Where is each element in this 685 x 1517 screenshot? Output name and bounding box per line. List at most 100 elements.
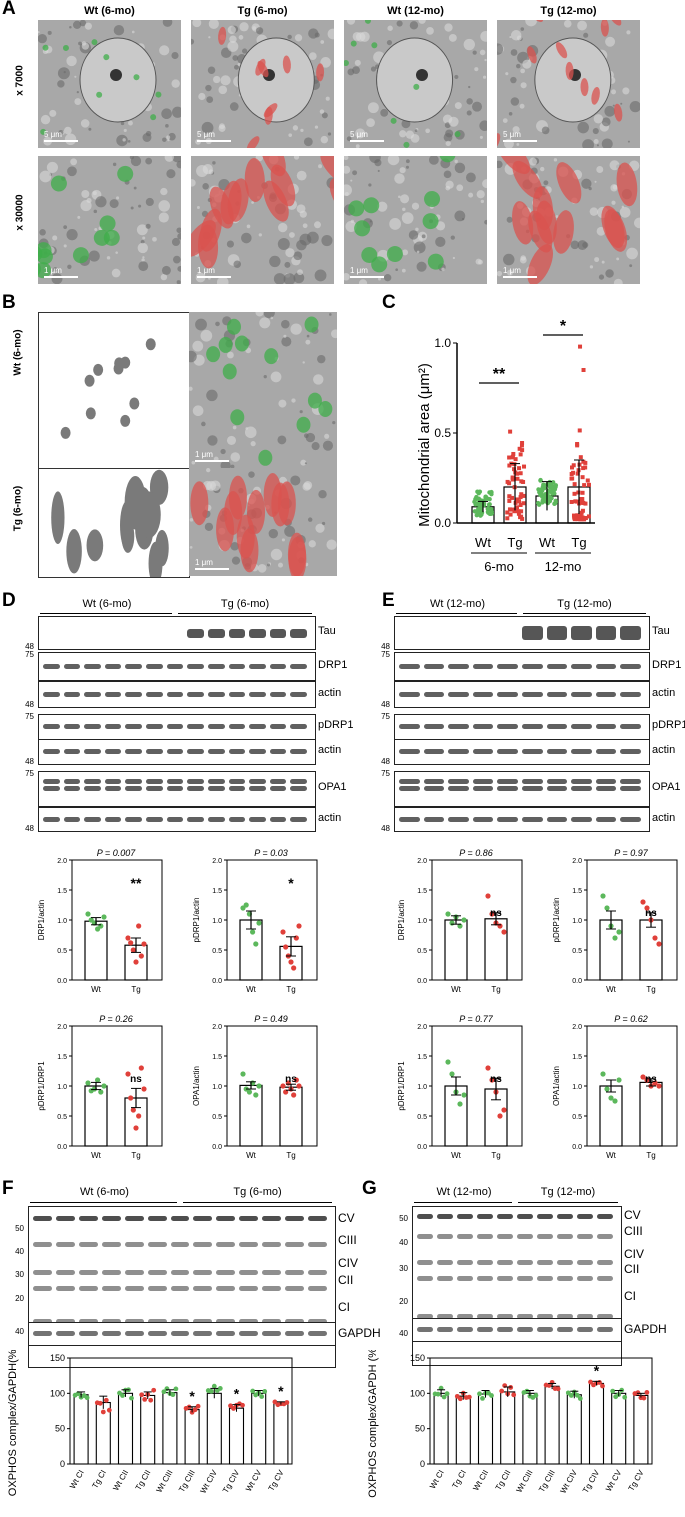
chart-c-age-6mo: 6-mo [484,559,514,574]
f-band [78,1216,98,1221]
chart-xlabel: Wt [606,985,617,994]
chart-point [85,1080,91,1086]
e-band [595,626,617,640]
chart-point [501,1107,507,1113]
g-gapdh-label: GAPDH [624,1322,667,1336]
chart-tick-label: 1.0 [57,918,67,925]
chart-point [644,905,650,911]
chart-point [652,1080,658,1086]
e-band [595,816,617,822]
chart-tick-label: 1.5 [417,888,427,895]
chart-c-point [582,483,587,488]
g-band [537,1314,553,1319]
g-complex-label-ciii: CIII [624,1224,643,1238]
d-band [269,724,287,729]
em-texture [38,156,181,284]
chart-tick-label: 0.5 [57,948,67,955]
g-band [577,1260,593,1265]
chart-point [253,941,259,947]
chart-point [293,1077,299,1083]
g-complex-label-civ: CIV [624,1247,645,1261]
panel-label-e: E [382,590,395,611]
panel-a-row-label-2: x 30000 [14,194,26,231]
chart-c-point [580,475,585,480]
f-gapdh-blot [28,1322,336,1346]
e-band [620,724,641,729]
chart-tick-label: 0.0 [212,978,222,985]
chart-tick-label: 1.0 [417,918,427,925]
chart-c-point [489,511,495,516]
chart-ylabel: pDRP1/actin [552,898,561,943]
g-gapdh-blot [412,1318,622,1342]
g-oxphos-blot [412,1206,622,1366]
d-band [146,749,163,754]
chart-point [130,1107,136,1113]
d-band [290,724,307,729]
scale-bar-line [350,276,384,278]
e-band [448,786,469,791]
chart-tick-label: 0.0 [572,978,582,985]
chart-tick-label: 1.5 [572,888,582,895]
chart-xlabel: Wt CII [111,1469,130,1493]
chart-c-point [576,490,581,495]
d-band [125,749,143,754]
e-band [620,626,641,640]
chart-c-point [580,497,585,502]
chart-point [280,1083,286,1089]
d-band [187,816,204,822]
chart-point [499,1388,505,1394]
chart-d1: P = 0.007 DRP1/actin 0.0 0.5 1.0 1.5 2.0 Wt Tg ** [37,848,163,994]
chart-c: Mitochondrial area (μm²) 0.0 0.5 1.0 Wt … [416,318,595,574]
g-band [417,1234,433,1239]
chart-e1: P = 0.86 DRP1/actin 0.0 0.5 1.0 1.5 2.0 Wt Tg ns [397,848,523,994]
chart-bar [184,1409,200,1465]
chart-bar [588,1382,605,1465]
chart-c-point [569,476,574,481]
e-mw-marker-2: 48 [381,700,390,709]
g-band [417,1327,433,1332]
f-band [262,1319,282,1324]
d-band [207,663,225,669]
chart-point [284,1400,290,1405]
d-band [269,786,287,791]
g-band [597,1214,613,1219]
chart-c-point [538,478,543,483]
d-mw-marker-2: 48 [25,700,34,709]
e-band [497,786,518,791]
d-band [84,663,101,669]
d-band [125,816,143,822]
chart-annotation: * [189,1388,195,1404]
chart-bar [206,1392,222,1465]
chart-d3: P = 0.26 pDRP1/DRP1 0.0 0.5 1.0 1.5 2.0 Wt Tg ns [37,1014,163,1160]
g-band [537,1276,553,1281]
chart-bar [117,1392,134,1465]
chart-c-point [548,489,554,495]
g-complex-label-ci: CI [624,1289,636,1303]
chart-xlabel: Wt CIV [199,1468,220,1495]
g-band [457,1214,473,1219]
e-band [423,749,445,754]
chart-point [138,1065,144,1071]
e-band [522,749,543,754]
chart-title: P = 0.007 [97,848,136,858]
f-band [193,1242,213,1247]
e-band [522,816,543,822]
chart-point [130,947,136,953]
f-band [147,1242,167,1247]
chart-point [555,1386,561,1392]
chart-title: P = 0.62 [614,1014,647,1024]
chart-ylabel: OPA1/actin [552,1066,561,1106]
chart-point [240,1071,246,1077]
d-band [43,691,60,697]
chart-c-point [521,479,526,484]
chart-point [231,1406,236,1411]
chart-bar [544,1385,560,1465]
d-band [166,663,184,669]
e-band [448,816,469,822]
f-band [78,1242,98,1247]
chart-tick-label: 1.0 [572,918,582,925]
chart-tick-label: 0.5 [572,948,582,955]
chart-tick-label: 0.0 [57,1144,67,1151]
chart-c-xlabel-wt6: Wt [475,535,491,550]
em-image-2-1: 1 μm [38,156,181,284]
